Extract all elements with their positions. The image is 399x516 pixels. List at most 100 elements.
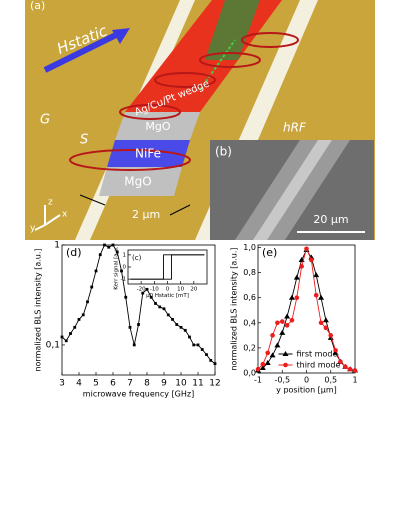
y-tick-label: 1 [123, 252, 127, 258]
x-tick-label: 1 [352, 376, 357, 385]
nife-layer [107, 140, 190, 167]
data-point [120, 269, 123, 273]
sem-image: (b) 20 µm [210, 140, 374, 240]
data-point [313, 272, 320, 278]
legend-label: first mode [297, 350, 338, 359]
data-point [171, 318, 174, 321]
data-point [284, 313, 291, 319]
x-axis-label: μ0 Hstatic [mT] [146, 293, 189, 299]
data-point [270, 333, 275, 338]
x-tick-label: 4 [76, 379, 82, 389]
data-point [318, 320, 324, 326]
data-point [279, 329, 286, 335]
data-point [264, 359, 271, 365]
data-point [188, 335, 191, 339]
data-point [294, 295, 300, 301]
data-point [200, 348, 204, 351]
data-point [313, 292, 319, 298]
scale-arrow-left [79, 194, 106, 206]
x-tick-label: -1 [254, 376, 262, 385]
y-tick-label: 0,0 [243, 369, 256, 378]
y-tick-label: 0 [123, 265, 127, 271]
x-tick-label: 10 [175, 379, 187, 389]
data-point [255, 366, 261, 372]
x-tick-label: 12 [209, 379, 220, 389]
axis-y-label: y [30, 224, 36, 234]
legend-marker [282, 351, 289, 356]
sem-stripe [265, 140, 350, 240]
data-point [192, 343, 196, 347]
data-point [145, 287, 149, 291]
data-point [213, 362, 217, 366]
x-tick-label: 9 [161, 379, 167, 389]
x-tick-label: -0,5 [274, 376, 290, 385]
illustration: (a) Hstatic G S Ag/Cu/Pt wedge MgO NiFe … [25, 0, 375, 240]
data-point [322, 317, 329, 323]
data-point [299, 264, 304, 269]
data-point [196, 343, 200, 347]
data-point [338, 359, 343, 365]
y-tick-label: 0,4 [243, 318, 256, 327]
mgo-top-label: MgO [145, 120, 170, 133]
sem-stripe [253, 140, 332, 240]
data-point [128, 325, 132, 329]
x-tick-label: 11 [192, 379, 203, 389]
signal-label: S [80, 133, 88, 148]
data-point [308, 254, 315, 260]
laser-beam [205, 0, 260, 60]
y-axis-label: normalized BLS intensity [a.u.] [230, 247, 239, 370]
panel-label: (d) [66, 246, 82, 259]
data-point [141, 291, 145, 295]
data-point [132, 343, 136, 347]
rf-loops [69, 32, 299, 171]
data-point [107, 245, 111, 249]
ground-label: G [40, 113, 50, 128]
data-point [137, 323, 140, 326]
y-tick-label: 1 [54, 241, 60, 251]
data-point [343, 364, 348, 370]
scale-label: 20 µm [313, 213, 348, 226]
data-point [166, 313, 170, 317]
data-point [333, 348, 338, 353]
data-point [205, 353, 208, 357]
panel-label: (c) [132, 254, 142, 262]
x-tick-label: 8 [144, 379, 150, 389]
data-point [309, 257, 314, 263]
data-point [86, 300, 89, 304]
y-axis-label: normalized BLS intensity [a.u.] [34, 248, 43, 371]
series-line [130, 254, 205, 280]
data-point [260, 361, 266, 367]
data-point [275, 320, 280, 326]
data-point [328, 333, 334, 338]
data-point [259, 364, 266, 370]
y-tick-label: 0,1 [46, 340, 60, 350]
data-point [81, 313, 85, 317]
panel-label: (a) [30, 0, 45, 12]
data-point [265, 350, 271, 356]
data-point [69, 332, 72, 335]
data-point [124, 295, 128, 299]
x-tick-label: 6 [110, 379, 116, 389]
legend-label: third mode [297, 361, 341, 370]
data-point [149, 295, 153, 299]
x-tick-label: 0,5 [324, 376, 337, 385]
x-tick-label: 0 [166, 286, 170, 292]
data-point [64, 339, 68, 343]
data-point [115, 250, 119, 254]
data-point [103, 243, 106, 247]
mgo-bottom-label: MgO [124, 175, 151, 189]
data-point [209, 358, 213, 362]
data-point [352, 368, 358, 373]
y-tick-label: 0,8 [243, 268, 256, 277]
data-point [175, 323, 179, 326]
panel-label: (e) [262, 246, 277, 259]
mgo-bottom-layer [99, 167, 182, 196]
data-point [289, 317, 295, 323]
y-tick-label: 0,6 [243, 293, 256, 302]
scan-arrow [199, 39, 236, 91]
panel-label: (b) [215, 145, 232, 159]
x-tick-label: 0 [304, 376, 309, 385]
field-arrow [43, 30, 122, 73]
y-tick-label: 1,0 [243, 243, 256, 252]
